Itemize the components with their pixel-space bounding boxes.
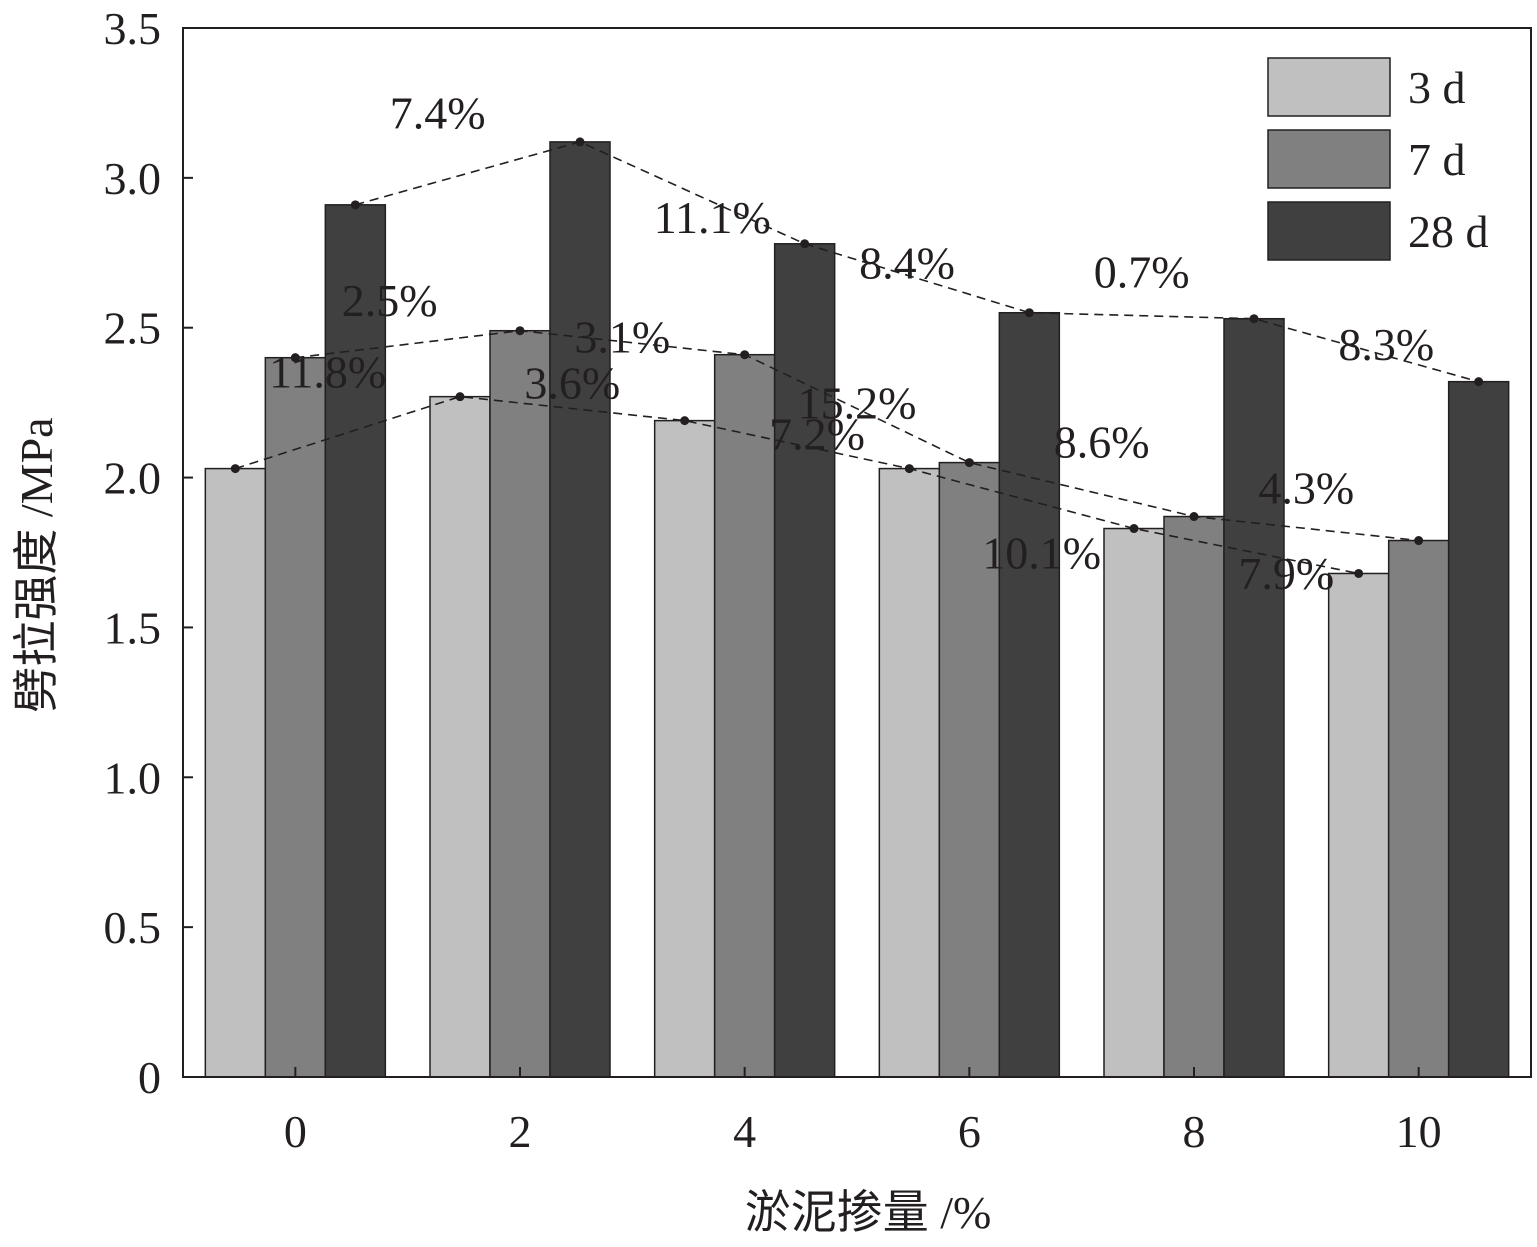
change-label-28d-1: 11.1% xyxy=(654,192,771,243)
change-label-7d-4: 4.3% xyxy=(1258,463,1354,514)
trend-line-28d xyxy=(355,141,1479,383)
bar-3d-10 xyxy=(1327,572,1390,1078)
trend-marker-28d-6 xyxy=(1024,308,1034,318)
bar-7d-4 xyxy=(713,353,776,1078)
trend-marker-7d-10 xyxy=(1414,536,1424,546)
trend-marker-3d-6 xyxy=(904,464,914,474)
bar-3d-2 xyxy=(429,395,491,1078)
bar-3d-0 xyxy=(204,467,267,1078)
trend-marker-28d-0 xyxy=(350,200,360,210)
trend-marker-28d-8 xyxy=(1249,314,1259,324)
bar-28d-2 xyxy=(549,141,611,1078)
trend-marker-3d-2 xyxy=(455,392,465,402)
trend-marker-7d-2 xyxy=(515,326,525,336)
x-tick-label: 10 xyxy=(1396,1106,1442,1157)
plot-area: 11.8% 3.6% 7.2% 10.1% 7.9% 2.5% 3.1% 15.2% 8.6% 4… xyxy=(204,87,1510,1078)
trend-marker-28d-10 xyxy=(1474,377,1484,387)
change-label-3d-1: 3.6% xyxy=(524,358,620,409)
change-label-3d-2: 7.2% xyxy=(769,409,865,460)
trend-marker-28d-4 xyxy=(800,239,810,249)
change-label-7d-3: 8.6% xyxy=(1054,417,1150,468)
legend-label-28d: 28 d xyxy=(1408,206,1489,257)
change-label-7d-2: 15.2% xyxy=(798,378,917,429)
y-tick-label: 3.5 xyxy=(104,3,162,54)
bar-3d-4 xyxy=(653,419,716,1078)
trend-marker-3d-0 xyxy=(230,464,240,474)
y-tick-label: 1.5 xyxy=(104,602,162,653)
change-label-28d-0: 7.4% xyxy=(390,87,486,138)
change-label-3d-3: 10.1% xyxy=(982,528,1101,579)
y-tick-label: 1.0 xyxy=(104,752,162,803)
bar-28d-10 xyxy=(1447,380,1510,1078)
x-tick-label: 2 xyxy=(509,1106,532,1157)
plot-frame xyxy=(182,27,1532,1078)
bar-28d-4 xyxy=(773,243,836,1078)
change-label-28d-4: 8.3% xyxy=(1338,319,1434,370)
y-tick-label: 0 xyxy=(138,1052,161,1103)
x-tick-label: 0 xyxy=(284,1106,307,1157)
change-label-3d-4: 7.9% xyxy=(1238,548,1334,599)
x-tick-label: 4 xyxy=(733,1106,756,1157)
y-tick-label: 3.0 xyxy=(104,153,162,204)
bar-28d-0 xyxy=(324,204,387,1078)
bar-28d-6 xyxy=(998,311,1061,1078)
legend: 3 d 7 d 28 d xyxy=(1267,57,1489,261)
y-tick-label: 0.5 xyxy=(104,902,162,953)
bar-7d-6 xyxy=(938,461,1001,1078)
change-label-7d-0: 2.5% xyxy=(342,275,438,326)
bar-7d-0 xyxy=(264,356,327,1078)
bar-7d-8 xyxy=(1163,515,1225,1078)
trend-line-7d xyxy=(295,329,1419,542)
y-tick-label: 2.0 xyxy=(104,453,162,504)
trend-marker-7d-0 xyxy=(290,353,300,363)
y-axis-title: 劈拉强度 /MPa xyxy=(11,417,62,712)
axis-ticks: 0 0.5 1.0 1.5 2.0 2.5 3.0 3.5 0 2 4 6 8 10 xyxy=(104,3,1442,1157)
trend-marker-7d-6 xyxy=(964,458,974,468)
trend-marker-3d-8 xyxy=(1129,524,1139,534)
legend-label-7d: 7 d xyxy=(1408,134,1466,185)
trend-marker-3d-10 xyxy=(1354,568,1364,578)
bar-3d-6 xyxy=(878,467,941,1078)
change-label-7d-1: 3.1% xyxy=(574,312,670,363)
trend-marker-7d-4 xyxy=(740,350,750,360)
trend-line-3d xyxy=(235,395,1359,575)
change-label-28d-2: 8.4% xyxy=(859,237,955,288)
bar-7d-2 xyxy=(489,329,551,1078)
change-label-28d-3: 0.7% xyxy=(1094,247,1190,298)
legend-swatch-3d xyxy=(1267,57,1391,117)
x-tick-label: 8 xyxy=(1183,1106,1206,1157)
trend-marker-7d-8 xyxy=(1189,512,1199,522)
trend-marker-28d-2 xyxy=(575,137,585,147)
trend-marker-3d-4 xyxy=(680,416,690,426)
bar-28d-8 xyxy=(1223,317,1285,1078)
change-label-3d-0: 11.8% xyxy=(269,347,386,398)
x-tick-label: 6 xyxy=(958,1106,981,1157)
x-axis-title: 淤泥掺量 /% xyxy=(745,1187,992,1238)
legend-label-3d: 3 d xyxy=(1408,62,1466,113)
legend-swatch-7d xyxy=(1267,129,1391,189)
y-tick-label: 2.5 xyxy=(104,303,162,354)
legend-swatch-28d xyxy=(1267,201,1391,261)
bar-7d-10 xyxy=(1387,539,1450,1078)
bar-3d-8 xyxy=(1103,527,1165,1078)
